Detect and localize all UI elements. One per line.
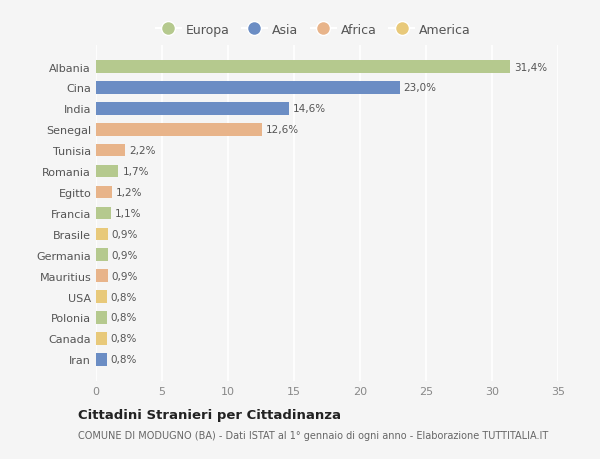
Bar <box>96 61 511 73</box>
Bar <box>96 353 107 366</box>
Bar <box>96 145 125 157</box>
Legend: Europa, Asia, Africa, America: Europa, Asia, Africa, America <box>151 19 476 42</box>
Bar <box>96 291 107 303</box>
Text: 0,8%: 0,8% <box>110 354 137 364</box>
Text: Cittadini Stranieri per Cittadinanza: Cittadini Stranieri per Cittadinanza <box>78 408 341 421</box>
Text: 0,8%: 0,8% <box>110 334 137 344</box>
Text: 0,8%: 0,8% <box>110 313 137 323</box>
Text: 31,4%: 31,4% <box>514 62 548 73</box>
Bar <box>96 103 289 115</box>
Text: 1,7%: 1,7% <box>122 167 149 177</box>
Text: 0,9%: 0,9% <box>112 271 138 281</box>
Bar <box>96 186 112 199</box>
Text: COMUNE DI MODUGNO (BA) - Dati ISTAT al 1° gennaio di ogni anno - Elaborazione TU: COMUNE DI MODUGNO (BA) - Dati ISTAT al 1… <box>78 431 548 440</box>
Bar <box>96 249 108 262</box>
Text: 23,0%: 23,0% <box>404 83 437 93</box>
Text: 12,6%: 12,6% <box>266 125 299 135</box>
Text: 0,9%: 0,9% <box>112 230 138 239</box>
Bar <box>96 270 108 282</box>
Text: 0,8%: 0,8% <box>110 292 137 302</box>
Bar <box>96 82 400 95</box>
Text: 1,2%: 1,2% <box>116 188 142 197</box>
Bar <box>96 332 107 345</box>
Bar <box>96 124 262 136</box>
Text: 1,1%: 1,1% <box>115 208 141 218</box>
Text: 2,2%: 2,2% <box>129 146 155 156</box>
Bar <box>96 228 108 241</box>
Text: 14,6%: 14,6% <box>293 104 326 114</box>
Bar <box>96 312 107 324</box>
Bar <box>96 165 118 178</box>
Bar <box>96 207 110 220</box>
Text: 0,9%: 0,9% <box>112 250 138 260</box>
